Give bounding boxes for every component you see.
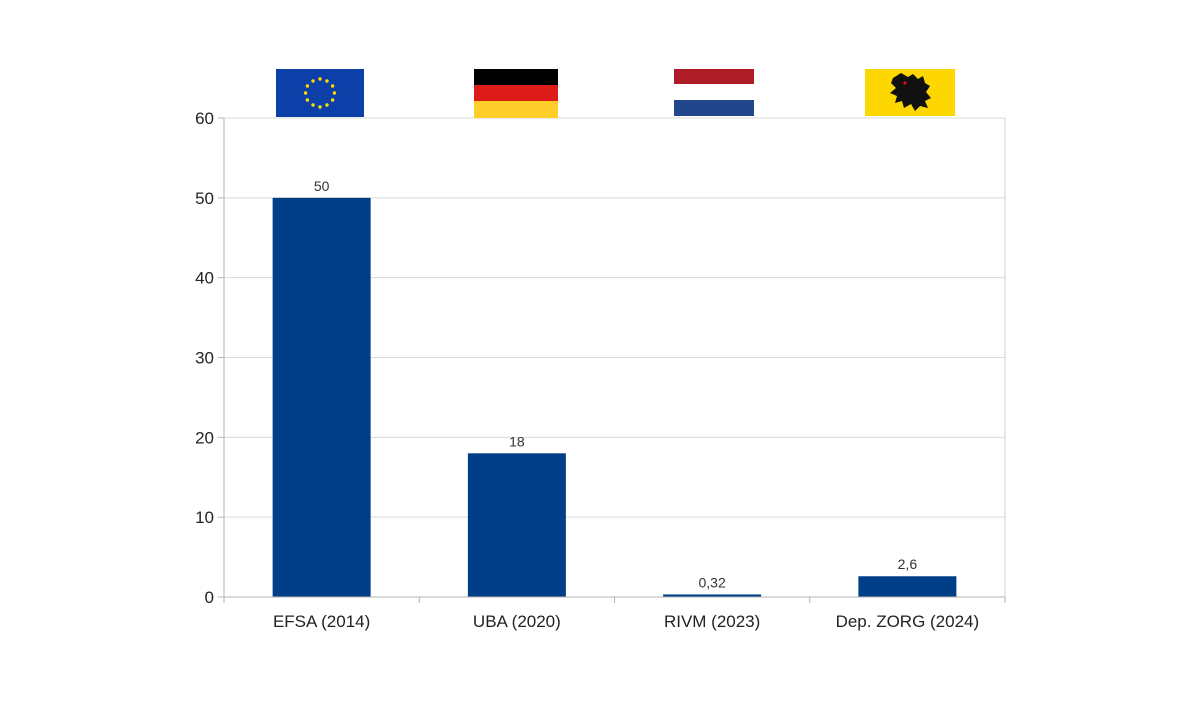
y-axis-ticks: 0 10 20 30 40 50 60 xyxy=(195,109,224,607)
y-tick-label: 20 xyxy=(195,428,214,447)
data-label: 0,32 xyxy=(699,574,726,590)
x-tick-label: Dep. ZORG (2024) xyxy=(836,612,980,631)
bar xyxy=(272,197,371,598)
bars xyxy=(272,197,957,598)
data-label: 18 xyxy=(509,433,525,449)
x-tick-label: EFSA (2014) xyxy=(273,612,370,631)
y-tick-label: 50 xyxy=(195,189,214,208)
flanders-flag xyxy=(865,69,955,116)
germany-flag xyxy=(474,69,558,118)
bar xyxy=(467,453,566,597)
data-labels: 50 18 0,32 2,6 xyxy=(314,178,917,591)
y-tick-label: 40 xyxy=(195,269,214,288)
y-tick-label: 0 xyxy=(205,588,214,607)
data-label: 2,6 xyxy=(898,556,918,572)
x-axis-ticks: EFSA (2014) UBA (2020) RIVM (2023) Dep. ZOR… xyxy=(223,597,1006,631)
y-tick-label: 60 xyxy=(195,109,214,128)
y-tick-label: 30 xyxy=(195,349,214,368)
bar xyxy=(858,576,957,597)
x-tick-label: UBA (2020) xyxy=(473,612,561,631)
netherlands-flag xyxy=(674,69,754,116)
x-tick-label: RIVM (2023) xyxy=(664,612,760,631)
bar xyxy=(663,594,762,597)
data-label: 50 xyxy=(314,178,330,194)
eu-flag xyxy=(276,69,364,117)
y-tick-label: 10 xyxy=(195,508,214,527)
